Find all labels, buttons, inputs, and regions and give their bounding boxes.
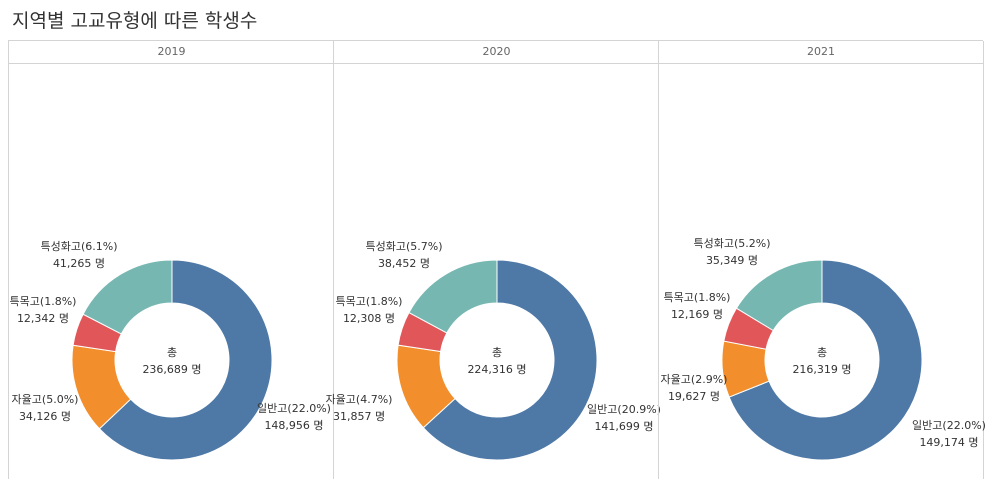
donut-center-label: 총 <box>167 346 177 359</box>
slice-label-value: 12,308 명 <box>343 312 395 325</box>
slice-label-pct: 특목고(1.8%) <box>664 291 731 304</box>
slice-label-pct: 자율고(4.7%) <box>326 393 393 406</box>
donut-center-label: 총 <box>492 346 502 359</box>
donut-slice-특성화고[interactable] <box>735 259 823 332</box>
slice-label-pct: 일반고(22.0%) <box>912 418 986 432</box>
slice-label-value: 148,956 명 <box>264 419 323 432</box>
chart-title: 지역별 고교유형에 따른 학생수 <box>12 10 258 32</box>
slice-label-pct: 특성화고(5.7%) <box>365 240 442 253</box>
slice-label-pct: 특성화고(5.2%) <box>693 237 770 250</box>
slice-label-value: 31,857 명 <box>333 410 385 423</box>
slice-label-pct: 특성화고(6.1%) <box>40 240 117 253</box>
donut-center-label: 총 <box>817 346 827 359</box>
slice-label-pct: 자율고(5.0%) <box>12 393 79 406</box>
slice-label-value: 35,349 명 <box>706 254 758 267</box>
slice-label-value: 38,452 명 <box>378 257 430 270</box>
panel-header-year: 2020 <box>334 41 659 64</box>
slice-label-value: 12,342 명 <box>17 312 69 325</box>
slice-label-value: 149,174 명 <box>919 436 978 449</box>
slice-label-pct: 일반고(20.9%) <box>587 402 661 416</box>
slice-label-value: 141,699 명 <box>594 420 653 433</box>
donut-slice-특성화고[interactable] <box>82 259 173 335</box>
donut-center-total: 216,319 명 <box>792 363 851 376</box>
donut-slice-일반고[interactable] <box>422 259 598 461</box>
donut-slice-일반고[interactable] <box>98 259 273 461</box>
slice-label-value: 41,265 명 <box>53 257 105 270</box>
slice-label-pct: 특목고(1.8%) <box>336 295 403 308</box>
slice-label-value: 34,126 명 <box>19 410 71 423</box>
donut-center-total: 224,316 명 <box>467 363 526 376</box>
slice-label-pct: 일반고(22.0%) <box>257 401 331 415</box>
slice-label-pct: 자율고(2.9%) <box>661 373 728 386</box>
donut-center-total: 236,689 명 <box>142 363 201 376</box>
panel-header-year: 2021 <box>659 41 983 64</box>
panel-header-year: 2019 <box>9 41 334 64</box>
slice-label-pct: 특목고(1.8%) <box>10 295 77 308</box>
slice-label-value: 12,169 명 <box>671 308 723 321</box>
donut-slice-특성화고[interactable] <box>408 259 498 334</box>
donut-slice-일반고[interactable] <box>728 259 923 461</box>
slice-label-value: 19,627 명 <box>668 390 720 403</box>
